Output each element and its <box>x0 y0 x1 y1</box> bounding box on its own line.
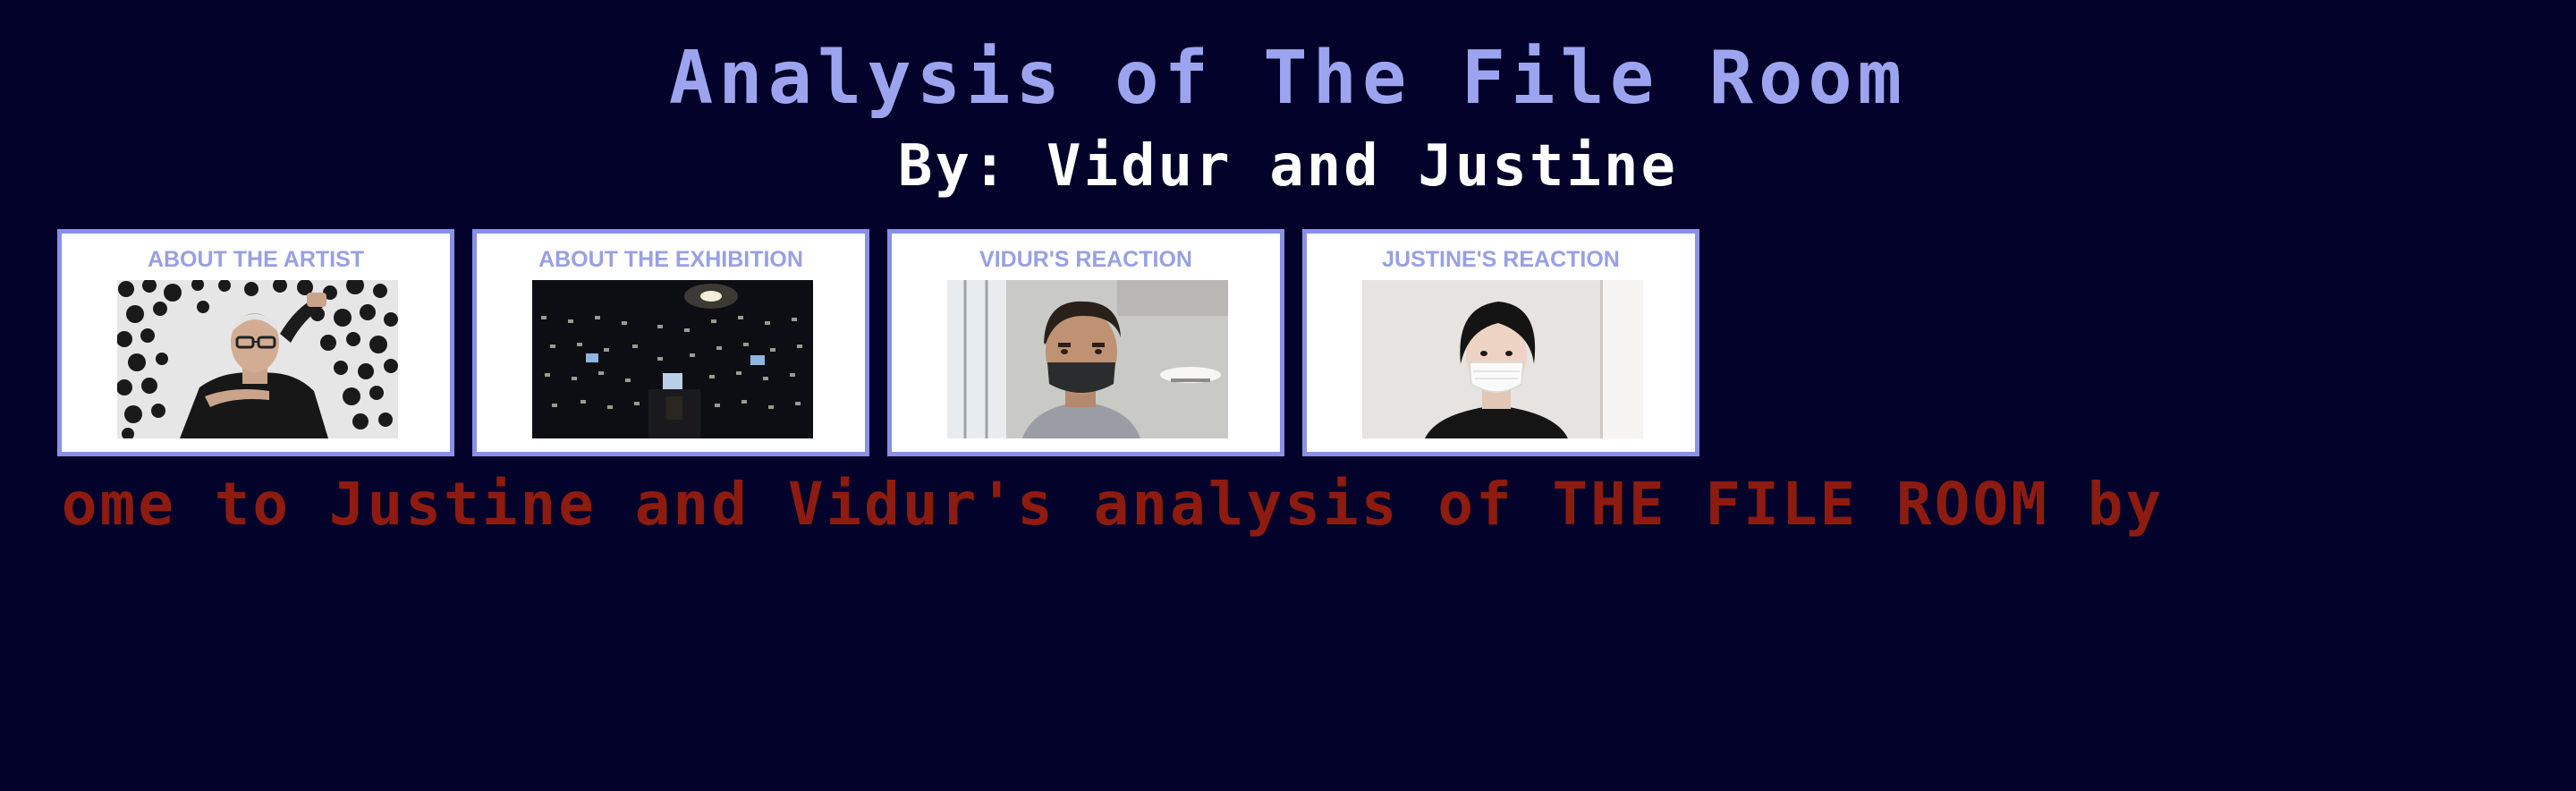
card-label[interactable]: VIDUR'S REACTION <box>979 247 1192 272</box>
card-about-the-artist[interactable]: ABOUT THE ARTIST <box>57 229 454 456</box>
justine-photo[interactable] <box>1362 280 1643 438</box>
card-vidurs-reaction[interactable]: VIDUR'S REACTION <box>887 229 1284 456</box>
card-label[interactable]: ABOUT THE ARTIST <box>147 247 365 272</box>
exhibition-photo[interactable] <box>532 280 813 438</box>
welcome-marquee: come to Justine and Vidur's analysis of … <box>55 467 2519 542</box>
page-title: Analysis of The File Room <box>668 36 1908 121</box>
card-justines-reaction[interactable]: JUSTINE'S REACTION <box>1302 229 1699 456</box>
card-label[interactable]: ABOUT THE EXHIBITION <box>538 247 803 272</box>
card-label[interactable]: JUSTINE'S REACTION <box>1382 247 1620 272</box>
card-about-the-exhibition[interactable]: ABOUT THE EXHIBITION <box>472 229 869 456</box>
vidur-photo[interactable] <box>947 280 1228 438</box>
page-subtitle: By: Vidur and Justine <box>897 133 1679 200</box>
artist-photo[interactable] <box>117 280 398 438</box>
marquee-text: come to Justine and Vidur's analysis of … <box>55 470 2165 539</box>
